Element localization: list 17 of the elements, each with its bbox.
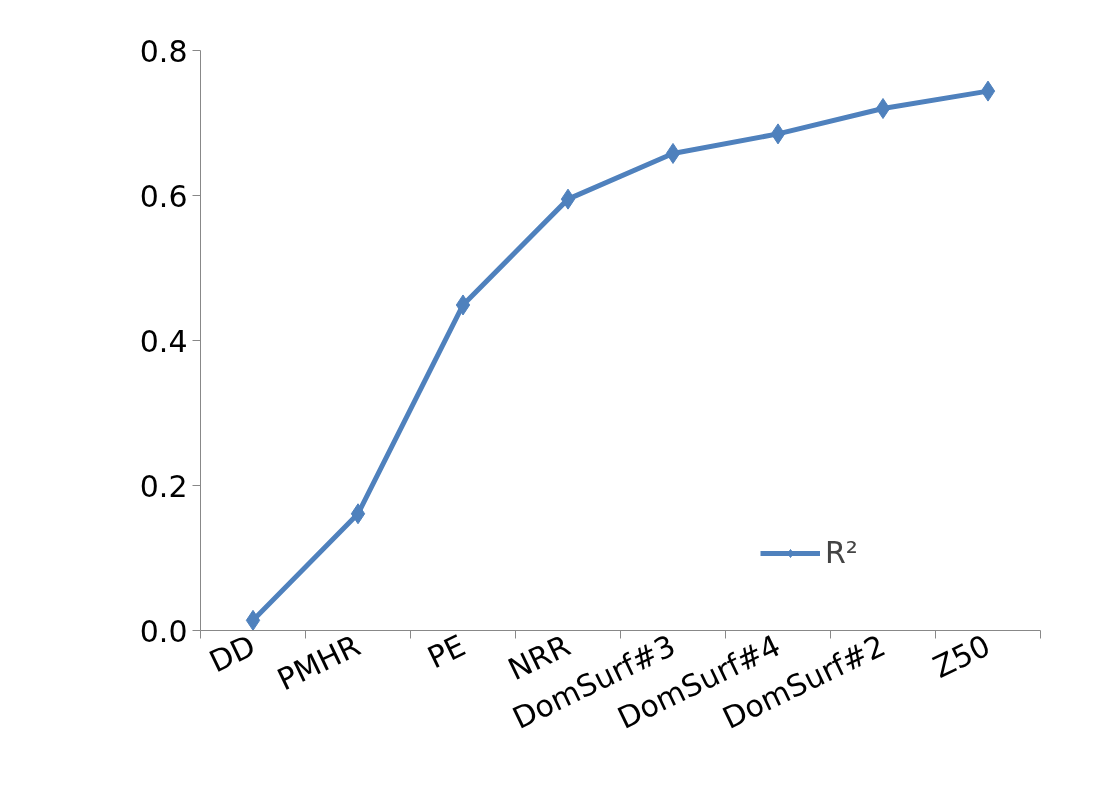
legend-label: R² [825, 535, 858, 570]
x-tick-label: PE [422, 627, 471, 676]
point [980, 80, 996, 102]
y-tick-label: 0.6 [139, 178, 188, 214]
y-tick-label: 0.2 [139, 468, 188, 504]
y-tick-label: 0.8 [139, 33, 188, 69]
x-tick-label: Z50 [927, 627, 996, 685]
point [560, 188, 576, 210]
y-tick-label: 0.4 [139, 323, 188, 359]
y-tick-label: 0.0 [139, 613, 188, 649]
point [245, 609, 261, 631]
point [875, 98, 891, 119]
point [455, 294, 471, 316]
point [350, 503, 366, 525]
point [770, 123, 786, 145]
x-tick-label: DD [203, 627, 261, 680]
point [665, 142, 681, 164]
